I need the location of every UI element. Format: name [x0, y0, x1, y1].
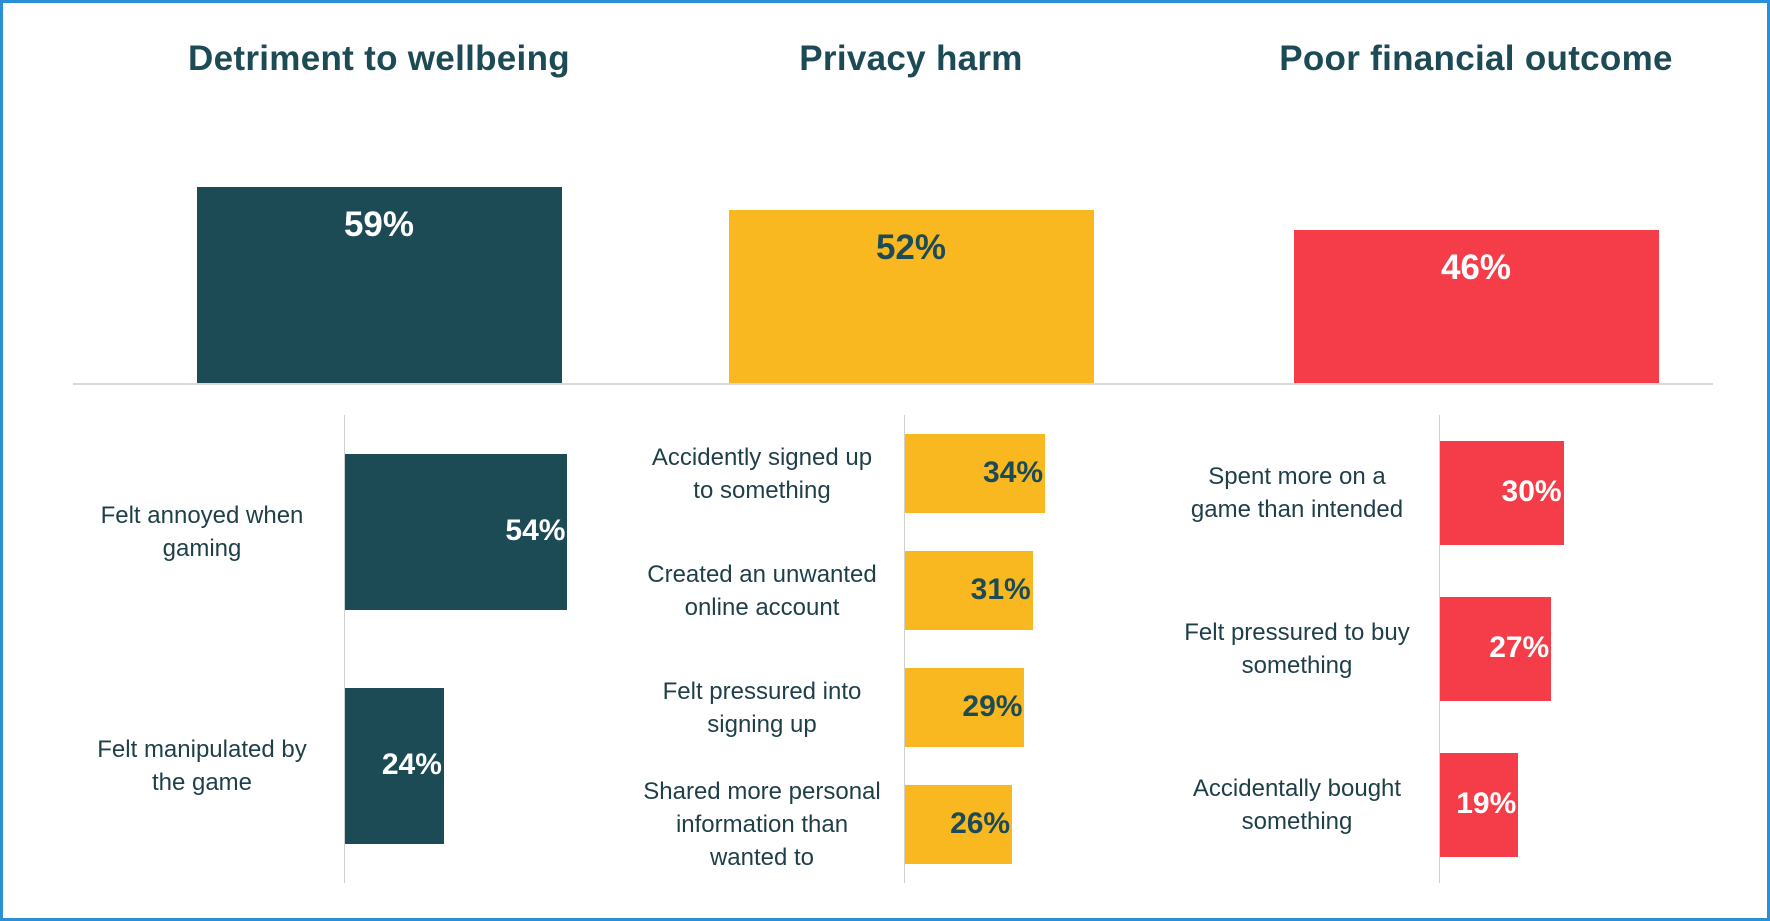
total-bar [1293, 229, 1659, 383]
value-label: 54% [505, 514, 566, 547]
axis-line [904, 415, 905, 883]
chart-title: Privacy harm [799, 39, 1023, 78]
value-label: 31% [970, 572, 1031, 606]
total-label: 46% [1440, 247, 1512, 287]
value-label: 34% [983, 455, 1044, 489]
chart-title: Detriment to wellbeing [188, 39, 570, 78]
category-label: Created an unwanted online account [647, 560, 877, 621]
bar [1440, 596, 1552, 702]
baseline [73, 383, 1713, 385]
bar [905, 668, 1025, 747]
category-label: Felt manipulated by the game [97, 736, 307, 796]
bar [905, 551, 1033, 630]
bar [905, 785, 1013, 864]
total-label: 52% [875, 227, 947, 267]
category-label: Accidentally bought something [1192, 775, 1402, 835]
category-label: Spent more on a game than intended [1190, 463, 1404, 523]
axis-line [344, 415, 345, 883]
value-label: 27% [1489, 631, 1550, 664]
category-label: Felt pressured into signing up [662, 677, 862, 738]
category-label: Felt annoyed when gaming [100, 502, 304, 562]
category-label: Shared more personal information than wa… [643, 778, 881, 871]
bar [905, 434, 1046, 513]
value-label: 19% [1456, 787, 1517, 820]
bar [1440, 752, 1519, 858]
axis-line [1439, 415, 1440, 883]
category-label: Accidently signed up to something [651, 443, 873, 504]
chart-title: Poor financial outcome [1279, 39, 1673, 78]
total-bar [728, 209, 1094, 383]
total-bar [196, 186, 562, 383]
bar [1440, 440, 1564, 546]
value-label: 29% [962, 689, 1023, 723]
category-label: Felt pressured to buy something [1184, 619, 1410, 679]
bar [345, 687, 444, 845]
value-label: 30% [1501, 475, 1562, 508]
value-label: 24% [381, 748, 442, 781]
bar [345, 453, 568, 611]
total-label: 59% [343, 204, 415, 244]
value-label: 26% [950, 806, 1011, 840]
